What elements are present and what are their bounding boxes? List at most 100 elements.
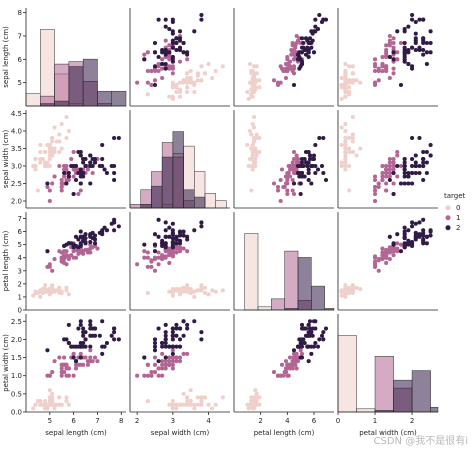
scatter-point <box>174 402 179 407</box>
scatter-point <box>47 399 52 404</box>
scatter-point <box>291 351 297 356</box>
scatter-point <box>339 289 344 294</box>
scatter-point <box>402 229 407 234</box>
x-axis-label: petal length (cm) <box>254 429 315 437</box>
scatter-point <box>402 59 407 64</box>
scatter-point <box>213 402 218 407</box>
scatter-point <box>185 399 190 404</box>
scatter-point <box>177 337 183 342</box>
scatter-point <box>170 333 175 338</box>
scatter-point <box>47 402 52 407</box>
scatter-point <box>421 17 426 22</box>
scatter-point <box>83 232 88 237</box>
scatter-point <box>163 66 168 71</box>
scatter-point <box>387 256 392 262</box>
scatter-point <box>299 174 305 179</box>
scatter-point <box>142 57 147 62</box>
scatter-point <box>402 241 407 246</box>
scatter-point <box>307 36 313 41</box>
scatter-point <box>290 188 295 193</box>
scatter-point <box>90 156 95 162</box>
scatter-point <box>188 399 193 404</box>
scatter-point <box>92 237 98 242</box>
scatter-point <box>170 59 175 64</box>
scatter-point <box>309 29 314 34</box>
scatter-point <box>170 71 175 76</box>
scatter-point <box>387 38 392 43</box>
scatter-point <box>59 181 64 186</box>
scatter-point <box>88 181 93 186</box>
scatter-point <box>64 362 69 367</box>
scatter-point <box>220 288 225 293</box>
scatter-point <box>253 388 258 393</box>
scatter-point <box>160 373 165 378</box>
y-tick-label: 1 <box>18 293 22 301</box>
scatter-point <box>185 322 190 327</box>
scatter-point <box>428 228 433 233</box>
scatter-point <box>76 251 81 256</box>
scatter-point <box>88 348 93 353</box>
y-axis-label: sepal length (cm) <box>2 26 10 88</box>
scatter-point <box>185 402 190 407</box>
scatter-point <box>88 163 93 169</box>
scatter-point <box>152 268 158 273</box>
scatter-point <box>100 319 105 324</box>
scatter-point <box>152 78 158 83</box>
scatter-point <box>343 80 348 85</box>
scatter-point <box>195 78 200 83</box>
scatter-point <box>195 402 200 407</box>
scatter-point <box>384 167 389 172</box>
scatter-point <box>347 64 352 69</box>
scatter-point <box>372 191 378 197</box>
scatter-point <box>174 250 179 255</box>
scatter-point <box>73 234 79 239</box>
y-tick-label: 3 <box>18 267 22 275</box>
scatter-point <box>192 294 197 299</box>
scatter-point <box>410 224 415 229</box>
scatter-point <box>112 163 117 169</box>
histogram-bar <box>284 250 299 311</box>
scatter-point <box>78 188 83 193</box>
scatter-point <box>57 395 62 400</box>
scatter-point <box>192 82 197 88</box>
scatter-point <box>177 38 183 43</box>
scatter-point <box>167 234 172 239</box>
scatter-point <box>163 322 168 327</box>
scatter-point <box>160 344 165 349</box>
scatter-point <box>199 395 204 400</box>
scatter-point <box>47 153 52 158</box>
scatter-point <box>295 344 301 349</box>
scatter-point <box>199 220 204 225</box>
scatter-point <box>83 337 88 342</box>
scatter-point <box>199 64 204 69</box>
scatter-point <box>350 64 355 69</box>
scatter-point <box>421 149 426 155</box>
scatter-point <box>391 163 396 169</box>
scatter-point <box>421 237 426 242</box>
scatter-point <box>294 153 299 158</box>
scatter-point <box>343 156 348 162</box>
scatter-point <box>313 17 318 22</box>
scatter-point <box>391 241 396 246</box>
scatter-point <box>339 82 344 88</box>
histogram-bar <box>257 306 272 311</box>
scatter-point <box>347 80 352 85</box>
scatter-point <box>298 50 303 55</box>
scatter-point <box>163 234 168 239</box>
scatter-point <box>303 36 309 41</box>
scatter-point <box>251 114 257 120</box>
scatter-point <box>251 160 257 165</box>
scatter-point <box>174 36 179 41</box>
scatter-point <box>152 249 158 254</box>
scatter-point <box>387 177 392 183</box>
scatter-point <box>249 68 254 74</box>
scatter-point <box>421 177 426 183</box>
scatter-point <box>163 220 168 225</box>
scatter-point <box>78 181 83 186</box>
scatter-point <box>47 388 52 393</box>
scatter-point <box>52 359 57 364</box>
scatter-point <box>170 366 175 371</box>
scatter-point <box>250 163 255 169</box>
scatter-point <box>177 344 183 349</box>
scatter-point <box>78 319 83 324</box>
